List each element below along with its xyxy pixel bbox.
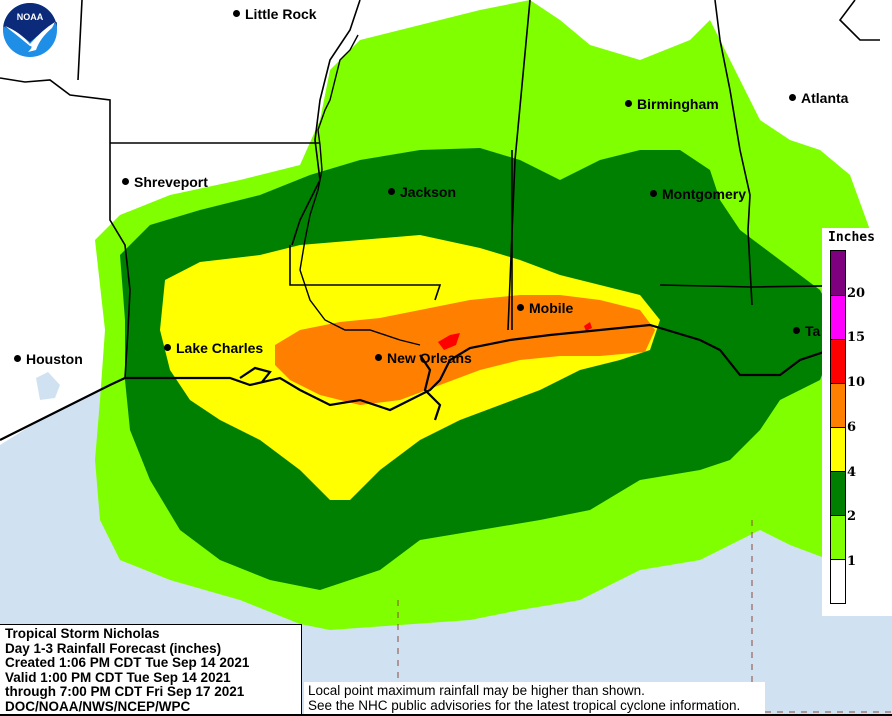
legend-swatch-20plus [831,251,845,295]
legend-tick: 1 [847,554,857,569]
city-name: Ta [805,323,821,339]
legend-swatch-0-1 [831,559,845,603]
city-dot-icon [625,100,632,107]
legend-swatch-2-4 [831,471,845,515]
disclaimer-note: Local point maximum rainfall may be high… [304,682,765,716]
map-title-box: Tropical Storm Nicholas Day 1-3 Rainfall… [0,624,302,716]
city-label: Lake Charles [164,340,263,356]
bottom-border [0,714,892,716]
legend-color-bar [830,250,846,604]
forecast-type: Day 1-3 Rainfall Forecast (inches) [5,640,222,656]
city-label: Houston [14,351,83,367]
color-legend: Inches 20 15 10 6 4 2 1 [822,228,892,616]
legend-swatch-4-6 [831,427,845,471]
city-label: New Orleans [375,350,472,366]
legend-tick: 20 [847,286,866,301]
source-agency: DOC/NOAA/NWS/NCEP/WPC [5,698,191,714]
legend-tick: 15 [847,330,866,345]
through-time: through 7:00 PM CDT Fri Sep 17 2021 [5,684,245,699]
legend-swatch-6-10 [831,383,845,427]
legend-swatch-1-2 [831,515,845,559]
legend-tick: 6 [847,420,857,435]
city-label: Mobile [517,300,573,316]
legend-swatch-15-20 [831,295,845,339]
city-dot-icon [517,304,524,311]
city-dot-icon [164,344,171,351]
city-name: Shreveport [134,174,208,190]
city-label: Birmingham [625,96,719,112]
city-name: Montgomery [662,186,746,202]
city-dot-icon [650,190,657,197]
noaa-logo-icon: NOAA [1,1,59,59]
coastline [0,323,892,441]
city-label: Montgomery [650,186,746,202]
city-name: Houston [26,351,83,367]
city-dot-icon [375,354,382,361]
city-name: Birmingham [637,96,719,112]
city-dot-icon [14,355,21,362]
city-name: Jackson [400,184,457,200]
legend-tick: 4 [847,465,857,480]
city-label: Little Rock [233,6,317,22]
svg-text:NOAA: NOAA [17,12,44,22]
note-line-2: See the NHC public advisories for the la… [308,697,741,713]
legend-swatch-10-15 [831,339,845,383]
note-line-1: Local point maximum rainfall may be high… [308,683,645,698]
city-name: Lake Charles [176,340,264,356]
mississippi-river [299,34,421,346]
valid-time: Valid 1:00 PM CDT Tue Sep 14 2021 [5,669,231,685]
city-dot-icon [233,10,240,17]
legend-title: Inches [828,230,875,245]
state-boundaries [0,0,892,379]
legend-tick: 2 [847,509,857,524]
city-name: New Orleans [387,350,472,366]
city-dot-icon [793,327,800,334]
city-name: Little Rock [245,6,317,22]
city-dot-icon [388,188,395,195]
city-name: Mobile [529,300,574,316]
city-label: Atlanta [789,90,848,106]
created-time: Created 1:06 PM CDT Tue Sep 14 2021 [5,655,250,670]
city-label: Shreveport [122,174,208,190]
city-label: Ta [793,323,820,339]
city-dot-icon [122,178,129,185]
rain-contour-10-15 [438,333,460,350]
city-name: Atlanta [801,90,849,106]
city-dot-icon [789,94,796,101]
storm-name: Tropical Storm Nicholas [5,626,160,641]
city-label: Jackson [388,184,456,200]
legend-tick: 10 [847,375,866,390]
